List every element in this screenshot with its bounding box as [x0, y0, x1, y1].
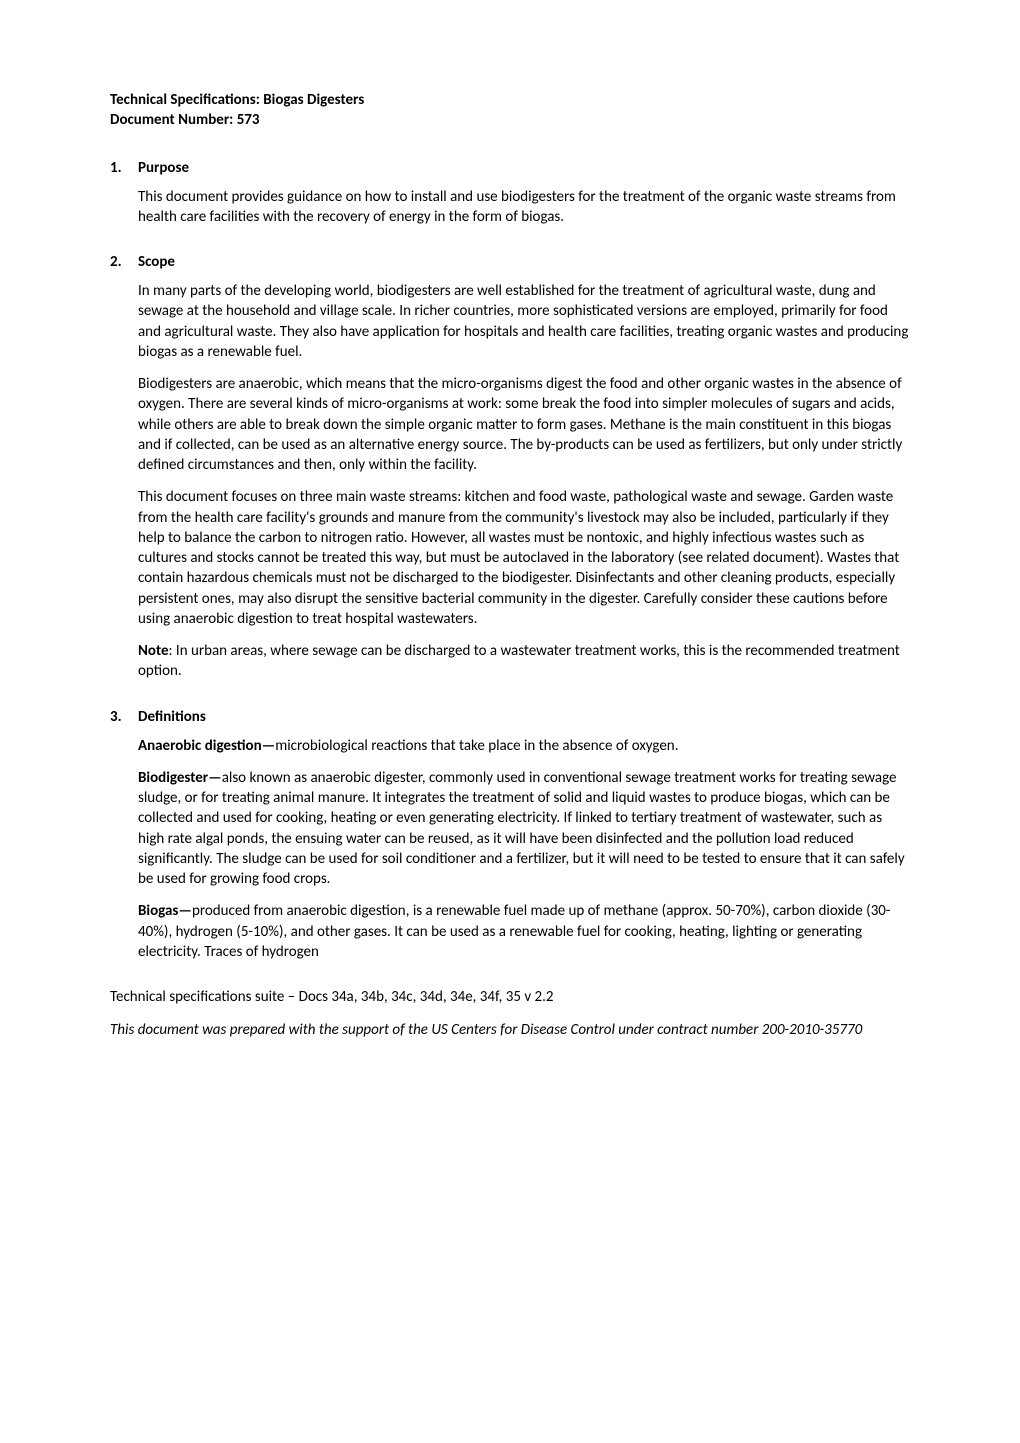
text-run: Biodigesters are anaerobic, which means … [138, 375, 902, 474]
paragraph: Note: In urban areas, where sewage can b… [138, 641, 910, 682]
paragraph: Biodigesters are anaerobic, which means … [138, 374, 910, 475]
section-body: Anaerobic digestion—microbiological reac… [110, 736, 910, 963]
doc-number: Document Number: 573 [110, 110, 910, 130]
section-header: 3.Definitions [110, 708, 910, 726]
paragraph: This document provides guidance on how t… [138, 187, 910, 228]
bold-run: Biodigester— [138, 769, 222, 787]
section-header: 2.Scope [110, 253, 910, 271]
text-run: also known as anaerobic digester, common… [138, 769, 905, 888]
section-header: 1.Purpose [110, 159, 910, 177]
section-body: In many parts of the developing world, b… [110, 281, 910, 682]
section-heading: Definitions [138, 708, 206, 726]
text-run: In many parts of the developing world, b… [138, 282, 908, 361]
page-footer: Technical specifications suite – Docs 34… [110, 988, 910, 1040]
doc-title: Technical Specifications: Biogas Digeste… [110, 90, 910, 110]
footer-suite: Technical specifications suite – Docs 34… [110, 988, 910, 1006]
section: 2.Scope In many parts of the developing w… [110, 253, 910, 682]
sections-container: 1.Purpose This document provides guidance… [110, 159, 910, 963]
section-heading: Scope [138, 253, 175, 271]
paragraph: Biogas—produced from anaerobic digestion… [138, 901, 910, 962]
bold-run: Anaerobic digestion— [138, 737, 275, 755]
text-run: This document provides guidance on how t… [138, 188, 896, 226]
section-number: 3. [110, 708, 138, 726]
section: 3.Definitions Anaerobic digestion—microbi… [110, 708, 910, 963]
text-run: : In urban areas, where sewage can be di… [138, 642, 900, 680]
paragraph: Biodigester—also known as anaerobic dige… [138, 768, 910, 890]
text-run: produced from anaerobic digestion, is a … [138, 902, 891, 961]
section-body: This document provides guidance on how t… [110, 187, 910, 228]
section: 1.Purpose This document provides guidance… [110, 159, 910, 228]
text-run: This document focuses on three main wast… [138, 488, 899, 628]
paragraph: This document focuses on three main wast… [138, 487, 910, 629]
bold-run: Note [138, 642, 169, 660]
section-heading: Purpose [138, 159, 189, 177]
section-number: 2. [110, 253, 138, 271]
footer-attribution: This document was prepared with the supp… [110, 1020, 910, 1040]
paragraph: In many parts of the developing world, b… [138, 281, 910, 362]
section-number: 1. [110, 159, 138, 177]
document-page: Technical Specifications: Biogas Digeste… [0, 0, 1020, 1100]
bold-run: Biogas— [138, 902, 192, 920]
text-run: microbiological reactions that take plac… [275, 737, 678, 755]
paragraph: Anaerobic digestion—microbiological reac… [138, 736, 910, 756]
title-block: Technical Specifications: Biogas Digeste… [110, 90, 910, 131]
